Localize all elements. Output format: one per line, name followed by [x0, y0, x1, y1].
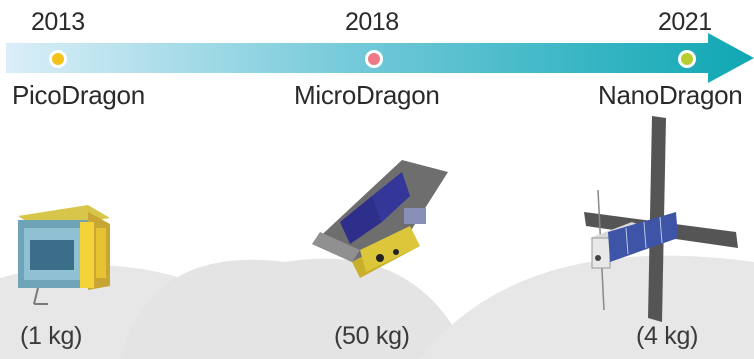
satellite-name-microdragon: MicroDragon [294, 80, 440, 110]
year-label-2013: 2013 [31, 8, 85, 36]
year-label-2018: 2018 [345, 8, 399, 36]
satellite-mass-picodragon: (1 kg) [20, 322, 83, 350]
background-arc-right [420, 255, 754, 359]
background-arc-middle [120, 258, 470, 359]
satellite-name-picodragon: PicoDragon [12, 80, 145, 110]
timeline-dot-2013-inner [52, 53, 64, 65]
picodragon-satellite-image [18, 205, 110, 305]
satellite-name-nanodragon: NanoDragon [598, 80, 743, 110]
year-label-2021: 2021 [658, 8, 712, 36]
timeline-dot-2018-inner [368, 53, 380, 65]
timeline-dot-2021-inner [681, 53, 693, 65]
nanodragon-satellite-image [584, 116, 738, 322]
microdragon-satellite-image [312, 160, 448, 278]
satellite-mass-nanodragon: (4 kg) [636, 322, 699, 350]
satellite-mass-microdragon: (50 kg) [334, 322, 410, 350]
